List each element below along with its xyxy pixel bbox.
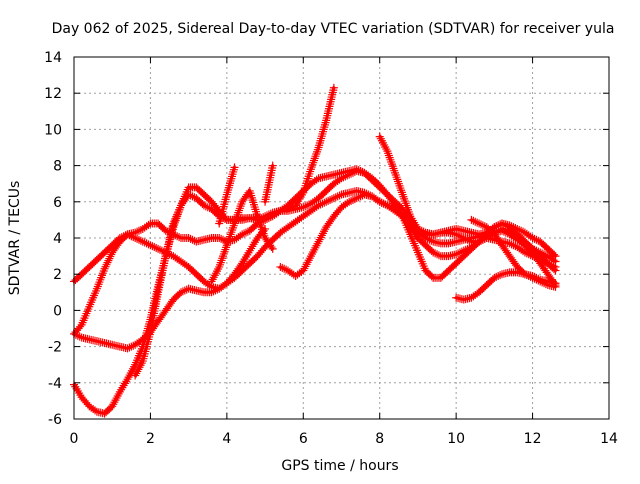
series-track-7 [215, 163, 239, 228]
chart-title: Day 062 of 2025, Sidereal Day-to-day VTE… [52, 21, 615, 37]
x-tick-label: 0 [70, 431, 79, 447]
x-tick-label: 10 [447, 431, 465, 447]
series-markers [261, 161, 277, 206]
series-track-6 [207, 186, 277, 286]
y-axis-label: SDTVAR / TECUs [7, 181, 23, 296]
y-tick-label: 12 [44, 86, 62, 102]
x-tick-label: 14 [600, 431, 618, 447]
data-layer [70, 83, 560, 418]
x-tick-label: 8 [375, 431, 384, 447]
y-tick-label: -2 [48, 340, 62, 356]
tick-labels: 0 2 4 6 8 10 12 14 -6 -4 -2 0 2 4 6 8 10 12 14 [44, 50, 618, 447]
y-tick-label: 2 [53, 267, 62, 283]
series-track-2 [70, 186, 560, 353]
y-tick-label: -4 [48, 376, 62, 392]
x-tick-label: 2 [146, 431, 155, 447]
series-trail [72, 189, 557, 350]
series-markers [452, 268, 560, 304]
series-track-11 [452, 268, 560, 304]
y-tick-label: 0 [53, 303, 62, 319]
x-axis-label: GPS time / hours [281, 458, 398, 474]
y-tick-label: 8 [53, 159, 62, 175]
series-markers [207, 186, 277, 286]
series-track-8 [261, 161, 277, 206]
series-markers [70, 186, 560, 353]
y-tick-label: -6 [48, 412, 62, 428]
y-tick-label: 10 [44, 122, 62, 138]
series-track-12 [467, 215, 560, 291]
y-tick-label: 14 [44, 50, 62, 66]
y-tick-label: 4 [53, 231, 62, 247]
y-tick-label: 6 [53, 195, 62, 211]
x-tick-label: 4 [222, 431, 231, 447]
x-tick-label: 6 [299, 431, 308, 447]
series-markers [467, 215, 560, 291]
x-tick-label: 12 [524, 431, 542, 447]
series-markers [215, 163, 239, 228]
